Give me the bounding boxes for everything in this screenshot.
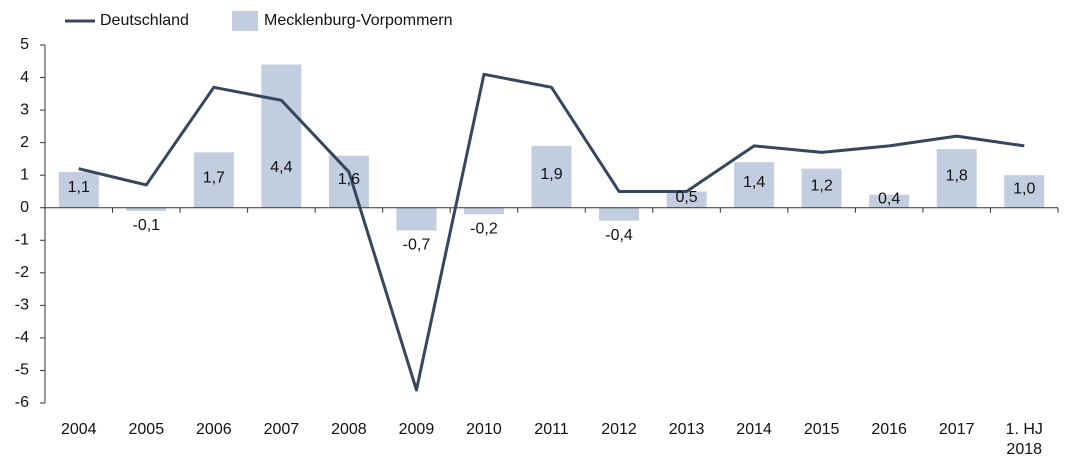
- value-label: 1,1: [68, 179, 90, 196]
- legend-label: Mecklenburg-Vorpommern: [264, 12, 453, 29]
- value-label: 1,2: [811, 177, 833, 194]
- line: [78, 72, 1025, 392]
- x-tick-label: 2013: [669, 421, 705, 438]
- x-tick-label: 2005: [129, 421, 165, 438]
- value-label: -0,4: [605, 227, 633, 244]
- value-label: 1,8: [946, 168, 968, 185]
- y-tick-label: -2: [15, 264, 29, 281]
- bar: [666, 191, 707, 208]
- x-tick-label: 2012: [601, 421, 637, 438]
- legend-swatch: [232, 11, 258, 31]
- value-label: 0,4: [878, 190, 900, 207]
- y-tick-label: -4: [15, 329, 29, 346]
- x-tick-label: 2010: [466, 421, 502, 438]
- value-label: -0,7: [403, 237, 431, 254]
- bar: [58, 171, 99, 208]
- value-label: -0,1: [133, 217, 161, 234]
- bar: [936, 149, 977, 208]
- x-tick-label: 2015: [804, 421, 840, 438]
- x-tick-label: 2017: [939, 421, 975, 438]
- y-tick-label: 0: [20, 199, 29, 216]
- y-tick-label: -5: [15, 362, 29, 379]
- value-label: 1,0: [1013, 181, 1035, 198]
- x-tick-label: 2016: [871, 421, 907, 438]
- y-tick-label: -1: [15, 231, 29, 248]
- bar: [463, 207, 504, 215]
- bar: [126, 207, 167, 211]
- bar: [193, 152, 234, 208]
- y-tick-label: 2: [20, 134, 29, 151]
- value-label: 1,4: [743, 174, 765, 191]
- y-tick-label: 4: [20, 69, 29, 86]
- x-tick-label: 2009: [399, 421, 435, 438]
- bar: [599, 207, 640, 221]
- value-label: 1,7: [203, 169, 225, 186]
- bar: [261, 64, 302, 208]
- x-tick-label: 2006: [196, 421, 232, 438]
- bar: [1004, 175, 1045, 208]
- value-label: 1,6: [338, 171, 360, 188]
- x-tick-label: 2011: [534, 421, 569, 438]
- y-tick-label: 1: [20, 166, 29, 183]
- value-label: -0,2: [470, 220, 498, 237]
- x-tick-label: 2007: [264, 421, 300, 438]
- bar: [396, 207, 437, 231]
- bar: [328, 155, 369, 208]
- value-label: 4,4: [270, 159, 292, 176]
- bar: [531, 145, 572, 208]
- bar: [801, 168, 842, 208]
- y-tick-label: 3: [20, 101, 29, 118]
- bar: [869, 194, 910, 208]
- y-tick-label: -3: [15, 297, 29, 314]
- legend-label: Deutschland: [100, 12, 189, 29]
- value-label: 1,9: [540, 166, 562, 183]
- y-tick-label: 5: [20, 36, 29, 53]
- x-tick-label: 2014: [736, 421, 772, 438]
- y-tick-label: -6: [15, 394, 29, 411]
- x-tick-label: 2004: [61, 421, 97, 438]
- value-label: 0,5: [675, 189, 697, 206]
- bar: [734, 162, 775, 208]
- x-tick-label: 1. HJ 2018: [1006, 421, 1043, 458]
- x-tick-label: 2008: [331, 421, 367, 438]
